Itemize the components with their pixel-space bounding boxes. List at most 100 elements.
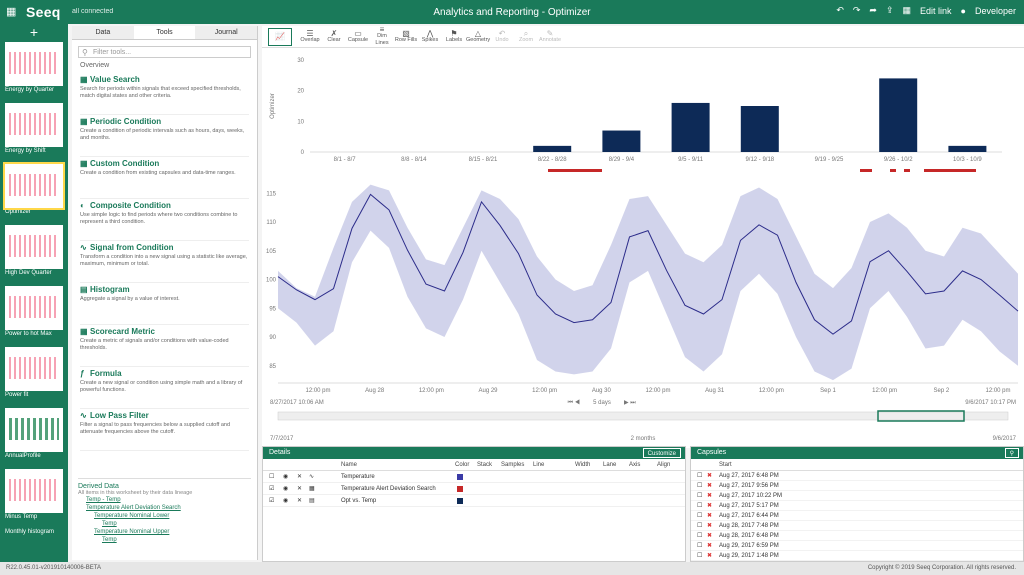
worksheet-thumbnail[interactable] xyxy=(5,408,63,452)
remove-icon[interactable]: ✕ xyxy=(297,486,303,492)
visibility-icon[interactable]: ◉ xyxy=(283,498,289,504)
color-swatch[interactable] xyxy=(457,486,463,492)
export-icon[interactable]: ⇪ xyxy=(885,5,894,15)
details-row[interactable]: ☑ ◉ ✕ ▤ Opt vs. Temp xyxy=(263,495,685,507)
capsule-row[interactable]: ☐ ✖ Aug 29, 2017 6:59 PM xyxy=(691,541,1023,551)
derived-item[interactable]: Temperature Nominal Upper xyxy=(94,529,170,535)
derived-item[interactable]: Temp - Temp xyxy=(86,497,121,503)
tool-value-search[interactable]: ▦ Value Search Search for periods within … xyxy=(80,73,249,115)
derived-item[interactable]: Temp xyxy=(102,537,117,543)
capsule-row[interactable]: ☐ ✖ Aug 27, 2017 5:17 PM xyxy=(691,501,1023,511)
remove-icon[interactable]: ✕ xyxy=(297,474,303,480)
derived-item[interactable]: Temp xyxy=(102,521,117,527)
capsule-row[interactable]: ☐ ✖ Aug 27, 2017 10:22 PM xyxy=(691,491,1023,501)
chart-mode-button[interactable]: 📈 xyxy=(268,27,292,46)
derived-item[interactable]: Temperature Nominal Lower xyxy=(94,513,170,519)
customize-button[interactable]: Customize xyxy=(642,448,681,458)
trend-chart[interactable]: 0 10 20 30 Optimizer 8/1 - 8/7 8/8 - 8/14 8/15 … xyxy=(262,48,1024,448)
column-header[interactable]: Name xyxy=(341,462,358,468)
line-x-tick-label: Aug 28 xyxy=(365,388,385,394)
tab-tools[interactable]: Tools xyxy=(133,26,196,39)
toolbar-geometry[interactable]: △ Geometry xyxy=(466,28,491,43)
capsule-row[interactable]: ☐ ✖ Aug 28, 2017 6:48 PM xyxy=(691,531,1023,541)
capsule-row[interactable]: ☐ ✖ Aug 28, 2017 7:48 PM xyxy=(691,521,1023,531)
tool-name: Scorecard Metric xyxy=(90,327,155,336)
tool-description: Create a new signal or condition using s… xyxy=(80,380,243,393)
toolbar-undo[interactable]: ↶ Undo xyxy=(495,28,509,43)
worksheet-thumbnail[interactable] xyxy=(5,225,63,269)
column-header[interactable]: Stack xyxy=(477,462,493,468)
color-swatch[interactable] xyxy=(457,498,463,504)
row-checkbox[interactable]: ☑ xyxy=(269,498,275,504)
worksheet-thumbnail[interactable] xyxy=(5,286,63,330)
remove-icon: ✖ xyxy=(707,553,713,559)
column-header[interactable]: Line xyxy=(533,462,545,468)
tools-search-input[interactable]: ⚲ Filter tools... xyxy=(78,46,251,58)
undo-icon[interactable]: ↶ xyxy=(836,5,844,15)
column-header[interactable]: Align xyxy=(657,462,671,468)
derived-item[interactable]: Temperature Alert Deviation Search xyxy=(86,505,181,511)
column-header[interactable]: Width xyxy=(575,462,591,468)
tool-histogram[interactable]: ▤ Histogram Aggregate a signal by a value… xyxy=(80,283,249,325)
worksheet-thumbnail[interactable] xyxy=(5,42,63,86)
app-logo[interactable]: Seeq xyxy=(26,4,61,20)
toolbar-labels[interactable]: ⚑ Labels xyxy=(445,28,463,43)
visibility-icon[interactable]: ◉ xyxy=(283,474,289,480)
column-header[interactable]: Axis xyxy=(629,462,641,468)
tool-signal-from-condition[interactable]: ∿ Signal from Condition Transform a condi… xyxy=(80,241,249,283)
overview-link[interactable]: Overview xyxy=(80,62,110,69)
apps-icon[interactable]: ▦ xyxy=(902,5,912,15)
worksheet-thumbnail-active[interactable] xyxy=(3,162,65,210)
toolbar-zoom[interactable]: ⌕ Zoom xyxy=(518,28,534,43)
column-header-start[interactable]: Start xyxy=(719,462,732,468)
user-menu[interactable]: Developer xyxy=(974,5,1016,16)
toolbar-overlap[interactable]: ☰ Overlap xyxy=(300,28,320,43)
details-row[interactable]: ☐ ◉ ✕ ∿ Temperature xyxy=(263,471,685,483)
periodic-icon: ▦ xyxy=(80,117,88,126)
tool-composite-condition[interactable]: ◐ Composite Condition Use simple logic to… xyxy=(80,199,249,241)
capsules-search-icon[interactable]: ⚲ xyxy=(1004,448,1019,458)
worksheet-thumbnail[interactable] xyxy=(5,469,63,513)
line-x-tick-label: Sep 2 xyxy=(933,388,949,394)
apps-grid-icon[interactable]: ▦ xyxy=(6,6,17,18)
add-worksheet-button[interactable]: + xyxy=(29,24,39,40)
color-swatch[interactable] xyxy=(457,474,463,480)
row-checkbox[interactable]: ☐ xyxy=(269,474,275,480)
share-icon[interactable]: ➦ xyxy=(869,5,877,15)
row-checkbox[interactable]: ☑ xyxy=(269,486,275,492)
toolbar-row-fills[interactable]: ▧ Row Fills xyxy=(394,28,418,43)
toolbar-annotate[interactable]: ✎ Annotate xyxy=(538,28,562,43)
redo-icon[interactable]: ↷ xyxy=(852,5,861,15)
toolbar-capsule[interactable]: ▭ Capsule xyxy=(347,28,369,43)
visibility-icon[interactable]: ◉ xyxy=(283,486,289,492)
copyright-text: Copyright © 2019 Seeq Corporation. All r… xyxy=(867,565,1016,571)
step-back-icon: ⏮ ◀ xyxy=(568,399,580,406)
capsule-row[interactable]: ☐ ✖ Aug 27, 2017 9:56 PM xyxy=(691,481,1023,491)
worksheet-thumbnail[interactable] xyxy=(5,347,63,391)
remove-icon[interactable]: ✕ xyxy=(297,498,303,504)
capsule-row[interactable]: ☐ ✖ Aug 27, 2017 6:48 PM xyxy=(691,471,1023,481)
edit-link-button[interactable]: Edit link xyxy=(920,5,952,16)
line-x-tick-label: 12:00 pm xyxy=(759,388,784,394)
tool-scorecard-metric[interactable]: ▦ Scorecard Metric Create a metric of sig… xyxy=(80,325,249,367)
capsule-row[interactable]: ☐ ✖ Aug 27, 2017 6:44 PM xyxy=(691,511,1023,521)
capsule-row[interactable]: ☐ ✖ Aug 29, 2017 1:48 PM xyxy=(691,551,1023,561)
toolbar-clear[interactable]: ✗ Clear xyxy=(327,28,341,43)
column-header[interactable]: Samples xyxy=(501,462,525,468)
details-row[interactable]: ☑ ◉ ✕ ▦ Temperature Alert Deviation Sear… xyxy=(263,483,685,495)
derived-data-title[interactable]: Derived Data xyxy=(78,483,119,490)
item-name: Opt vs. Temp xyxy=(341,498,377,504)
capsules-panel: Capsules ⚲ Start ☐ ✖ Aug 27, 2017 6:48 PM … xyxy=(690,446,1024,562)
tab-data[interactable]: Data xyxy=(72,26,134,39)
tool-custom-condition[interactable]: ▦ Custom Condition Create a condition fro… xyxy=(80,157,249,199)
top-bar: ▦ Seeq all connected Analytics and Repor… xyxy=(0,0,1024,24)
tool-formula[interactable]: ƒ Formula Create a new signal or conditio… xyxy=(80,367,249,409)
column-header[interactable]: Color xyxy=(455,462,470,468)
toolbar-spikes[interactable]: ⋀ Spikes xyxy=(421,28,439,43)
tab-journal[interactable]: Journal xyxy=(195,26,258,39)
toolbar-dim-lines[interactable]: ≡ Dim Lines xyxy=(375,25,389,47)
column-header[interactable]: Lane xyxy=(603,462,617,468)
tool-low-pass-filter[interactable]: ∿ Low Pass Filter Filter a signal to pass… xyxy=(80,409,249,451)
worksheet-thumbnail[interactable] xyxy=(5,103,63,147)
tool-periodic-condition[interactable]: ▦ Periodic Condition Create a condition o… xyxy=(80,115,249,157)
